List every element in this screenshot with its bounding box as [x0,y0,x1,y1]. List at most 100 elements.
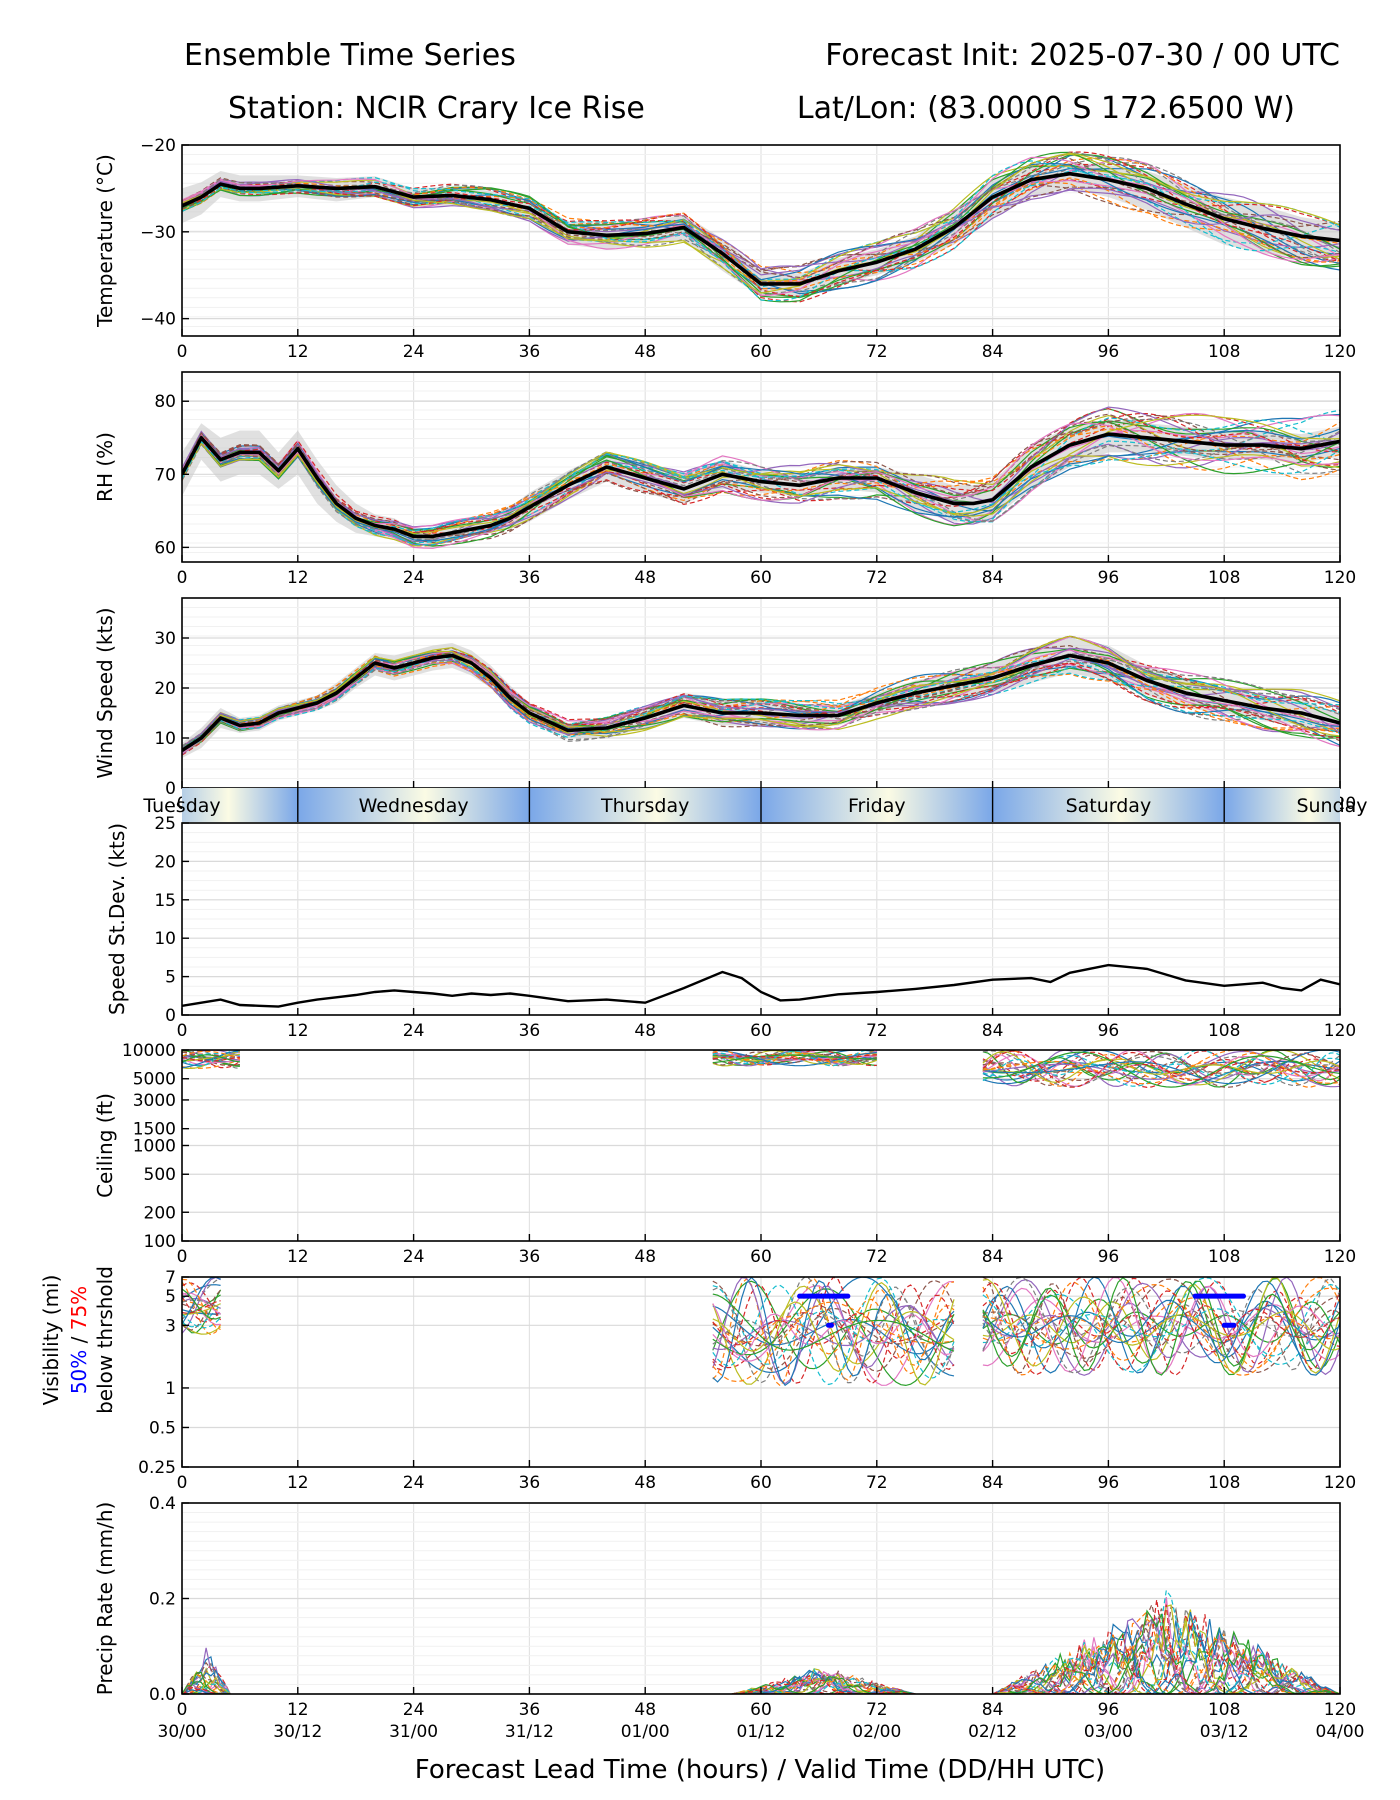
ytick-label-visibility-2: 3 [165,1316,176,1336]
member-line-visibility-0-9 [182,1304,222,1328]
member-line-wind_speed-29 [182,654,1340,753]
xtick-label-temperature-8: 96 [1098,342,1120,362]
member-line-visibility-2-15 [982,1278,1340,1374]
ytick-label-wind_speed-0: 0 [165,779,176,799]
valid-time-label-10: 04/00 [1316,1722,1365,1742]
member-line-rh-13 [182,412,1340,534]
member-line-visibility-1-2 [712,1280,955,1370]
member-line-wind_speed-25 [182,635,1340,750]
member-line-visibility-2-5 [982,1277,1340,1374]
ytick-label-speed_stdev-1: 5 [165,968,176,988]
ytick-label-ceiling-6: 200 [144,1203,176,1223]
member-line-rh-29 [182,440,1340,532]
member-line-ceiling-2-17 [982,1050,1340,1088]
xtick-label-visibility-8: 96 [1098,1473,1120,1493]
member-line-temperature-20 [182,162,1340,281]
member-line-visibility-1-18 [712,1281,955,1386]
xtick-label-speed_stdev-8: 96 [1098,1021,1120,1041]
xtick-label-precip-9: 108 [1208,1700,1240,1720]
xtick-label-ceiling-7: 84 [982,1247,1004,1267]
xtick-label-visibility-1: 12 [287,1473,309,1493]
member-line-visibility-2-21 [982,1283,1340,1376]
ytick-label-speed_stdev-2: 10 [154,929,176,949]
member-line-ceiling-0-7 [182,1050,240,1070]
member-line-ceiling-2-22 [982,1051,1340,1088]
visibility-ylabel-line1: Visibility (mi) [39,1275,63,1406]
member-line-ceiling-0-20 [182,1050,240,1069]
member-line-precip-1-21 [731,1674,916,1694]
member-line-visibility-1-8 [712,1285,955,1385]
xtick-label-rh-2: 24 [403,568,425,588]
member-line-rh-26 [182,422,1340,529]
member-line-visibility-2-12 [982,1294,1340,1367]
xtick-label-visibility-10: 120 [1324,1473,1356,1493]
ytick-label-rh-1: 70 [154,465,176,485]
member-line-rh-19 [182,417,1340,546]
xtick-label-rh-10: 120 [1324,568,1356,588]
latlon-title: Lat/Lon: (83.0000 S 172.6500 W) [797,91,1295,126]
panel-precip: 0 12 24 36 48 60 72 84 96 108 120 0.0 0.2 0.4 Precip R… [93,1494,1356,1720]
day-band-segments [182,788,1340,822]
ytick-label-wind_speed-1: 10 [154,729,176,749]
xtick-label-visibility-9: 108 [1208,1473,1240,1493]
ensemble-mean-rh [182,432,1340,539]
member-line-visibility-0-16 [182,1292,221,1315]
member-line-ceiling-0-15 [182,1051,240,1067]
xtick-label-rh-6: 72 [866,568,888,588]
ytick-label-speed_stdev-0: 0 [165,1006,176,1026]
xtick-label-precip-3: 36 [519,1700,541,1720]
member-line-visibility-2-18 [982,1278,1340,1367]
valid-time-label-1: 30/12 [273,1722,322,1742]
member-line-visibility-2-19 [982,1283,1340,1357]
valid-time-label-5: 01/12 [737,1722,786,1742]
member-line-visibility-2-17 [982,1277,1340,1374]
member-line-ceiling-2-2 [982,1050,1340,1088]
xtick-label-precip-0: 0 [177,1700,188,1720]
xtick-label-temperature-4: 48 [634,342,656,362]
xtick-label-precip-2: 24 [403,1700,425,1720]
xtick-label-temperature-3: 36 [519,342,541,362]
ytick-label-rh-0: 80 [154,392,176,412]
xtick-label-rh-7: 84 [982,568,1004,588]
xtick-label-temperature-5: 60 [750,342,772,362]
xtick-label-precip-1: 12 [287,1700,309,1720]
member-line-precip-2-21 [992,1634,1340,1694]
plot-speed_stdev [182,963,1340,1008]
member-line-visibility-0-15 [182,1289,222,1331]
member-line-rh-25 [182,414,1340,537]
ytick-label-ceiling-7: 100 [144,1232,176,1252]
xtick-label-temperature-10: 120 [1324,342,1356,362]
member-line-ceiling-2-9 [982,1050,1340,1087]
xtick-label-visibility-5: 60 [750,1473,772,1493]
member-line-visibility-2-3 [982,1277,1340,1376]
station-title: Station: NCIR Crary Ice Rise [228,91,645,126]
member-line-wind_speed-28 [182,635,1340,752]
ytick-label-speed_stdev-4: 20 [154,852,176,872]
xtick-label-precip-7: 84 [982,1700,1004,1720]
title-left: Ensemble Time Series [184,38,516,73]
member-line-visibility-0-11 [182,1300,221,1312]
ylabel-speed_stdev: Speed St.Dev. (kts) [105,823,129,1015]
member-line-temperature-3 [182,163,1340,303]
ytick-label-visibility-1: 5 [165,1287,176,1307]
member-line-ceiling-1-20 [712,1050,877,1067]
member-line-precip-1-23 [731,1674,916,1694]
member-line-wind_speed-23 [182,650,1340,753]
xtick-label-rh-0: 0 [177,568,188,588]
member-line-visibility-0-3 [182,1296,222,1323]
xtick-label-temperature-0: 0 [177,342,188,362]
day-segment-5 [1224,788,1340,822]
member-line-visibility-2-10 [982,1277,1340,1374]
stdev-line-0 [182,963,1340,1008]
member-line-wind_speed-13 [182,653,1340,756]
member-line-ceiling-0-21 [182,1050,241,1059]
member-line-visibility-0-14 [182,1277,221,1334]
member-line-visibility-0-19 [182,1313,222,1329]
member-line-ceiling-1-21 [712,1050,877,1066]
ytick-label-ceiling-2: 3000 [133,1091,176,1111]
member-line-visibility-0-23 [182,1300,221,1314]
visibility-p50-label: 50% [67,1350,91,1394]
day-label-5: Sunday [1296,795,1367,817]
